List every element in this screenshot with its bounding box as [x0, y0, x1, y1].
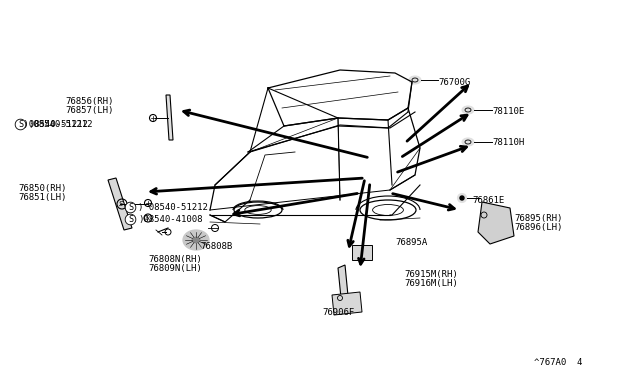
Ellipse shape	[409, 76, 421, 84]
Polygon shape	[166, 95, 173, 140]
Ellipse shape	[462, 106, 474, 114]
Text: ) 08540-51212: ) 08540-51212	[138, 203, 208, 212]
Text: 76851(LH): 76851(LH)	[18, 193, 67, 202]
Text: ^767A0  4: ^767A0 4	[534, 358, 582, 367]
Text: S: S	[18, 120, 23, 129]
Text: ©)08540-51212: ©)08540-51212	[18, 120, 88, 129]
Circle shape	[460, 196, 464, 200]
Text: 76906F: 76906F	[322, 308, 355, 317]
Ellipse shape	[462, 138, 474, 146]
Text: S: S	[128, 215, 133, 224]
Text: 76896(LH): 76896(LH)	[514, 223, 563, 232]
Text: 76895(RH): 76895(RH)	[514, 214, 563, 223]
Polygon shape	[352, 245, 372, 260]
Text: S: S	[119, 201, 124, 207]
Text: 78110E: 78110E	[492, 107, 524, 116]
Text: 76856(RH): 76856(RH)	[65, 97, 113, 106]
Text: S: S	[145, 215, 150, 221]
Text: )08540-51212: )08540-51212	[28, 120, 93, 129]
Text: 76916M(LH): 76916M(LH)	[404, 279, 458, 288]
Text: )08540-41008: )08540-41008	[138, 215, 202, 224]
Text: 76915M(RH): 76915M(RH)	[404, 270, 458, 279]
Text: 76809N(LH): 76809N(LH)	[148, 264, 202, 273]
Polygon shape	[478, 202, 514, 244]
Polygon shape	[108, 178, 132, 230]
Polygon shape	[332, 292, 362, 315]
Polygon shape	[338, 265, 349, 308]
Ellipse shape	[183, 230, 209, 250]
Circle shape	[458, 193, 467, 202]
Ellipse shape	[192, 237, 200, 243]
Text: 76700G: 76700G	[438, 78, 470, 87]
Text: 76861E: 76861E	[472, 196, 504, 205]
Text: 76808B: 76808B	[200, 242, 232, 251]
Text: S: S	[128, 203, 133, 212]
Text: 76895A: 76895A	[395, 238, 428, 247]
Text: 78110H: 78110H	[492, 138, 524, 147]
Text: 76850(RH): 76850(RH)	[18, 184, 67, 193]
Text: 76857(LH): 76857(LH)	[65, 106, 113, 115]
Text: 76808N(RH): 76808N(RH)	[148, 255, 202, 264]
